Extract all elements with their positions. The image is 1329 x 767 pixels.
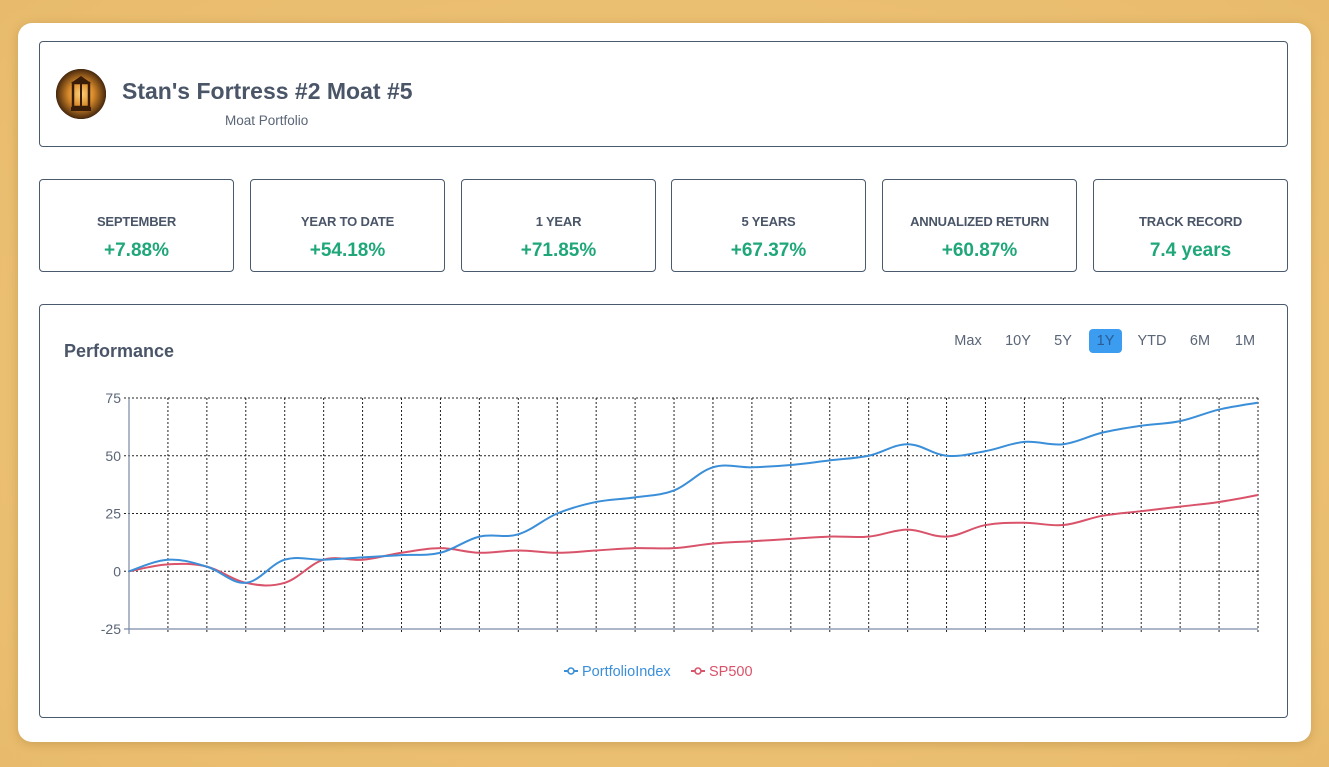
y-tick-label: 0 [113,563,121,579]
range-button-ytd[interactable]: YTD [1137,333,1167,349]
stat-value: 7.4 years [1149,240,1232,261]
page-title: Stan's Fortress #2 Moat #5 [122,78,413,104]
y-tick-label: 25 [105,506,121,522]
portfolio-card: Stan's Fortress #2 Moat #5 Moat Portfoli… [18,23,1311,742]
stat-value: +54.18% [309,240,386,261]
performance-chart: -25 0 25 50 75 PortfolioIndex SP500 [101,390,1259,680]
portfolio-header: Stan's Fortress #2 Moat #5 Moat Portfoli… [39,41,1288,147]
range-button-10y[interactable]: 10Y [1005,333,1031,349]
stat-label: 5 YEARS [741,214,796,229]
stat-value: +7.88% [104,240,169,261]
stat-label: TRACK RECORD [1138,214,1243,229]
range-button-max[interactable]: Max [954,333,982,349]
legend-label: PortfolioIndex [582,664,671,680]
stat-label: SEPTEMBER [96,214,177,229]
stat-label: YEAR TO DATE [300,214,395,229]
stat-value: +67.37% [730,240,807,261]
range-button-1y[interactable]: 1Y [1089,329,1122,353]
lantern-icon [56,69,106,119]
stat-card-september: SEPTEMBER +7.88% [39,179,234,272]
stat-card-year-to-date: YEAR TO DATE +54.18% [250,179,445,272]
stat-value: +71.85% [520,240,597,261]
stat-card-annualized-return: ANNUALIZED RETURN +60.87% [882,179,1077,272]
stat-card-1-year: 1 YEAR +71.85% [461,179,656,272]
stat-card-track-record: TRACK RECORD 7.4 years [1093,179,1288,272]
avatar [56,69,106,119]
range-button-1m[interactable]: 1M [1234,333,1256,349]
legend-item-sp500[interactable]: SP500 [691,664,753,680]
series-line-portfolioindex [128,401,1259,584]
stat-card-5-years: 5 YEARS +67.37% [671,179,866,272]
range-button-5y[interactable]: 5Y [1054,333,1072,349]
legend-item-portfolio[interactable]: PortfolioIndex [564,664,671,680]
range-selector: Max 10Y 5Y 1Y YTD 6M 1M [40,329,1287,355]
y-tick-label: 50 [105,448,121,464]
series-line-sp500 [128,494,1259,587]
stat-label: ANNUALIZED RETURN [910,214,1049,229]
y-tick-label: 75 [105,390,121,406]
y-tick-label: -25 [101,621,121,637]
performance-panel: Performance Max 10Y 5Y 1Y YTD 6M 1M -25 0… [39,304,1288,718]
portfolio-subtitle: Moat Portfolio [225,113,309,128]
range-button-6m[interactable]: 6M [1189,333,1211,349]
legend-label: SP500 [709,664,753,680]
chart-title: Performance [64,341,175,361]
stat-value: +60.87% [941,240,1018,261]
stat-label: 1 YEAR [535,214,582,229]
